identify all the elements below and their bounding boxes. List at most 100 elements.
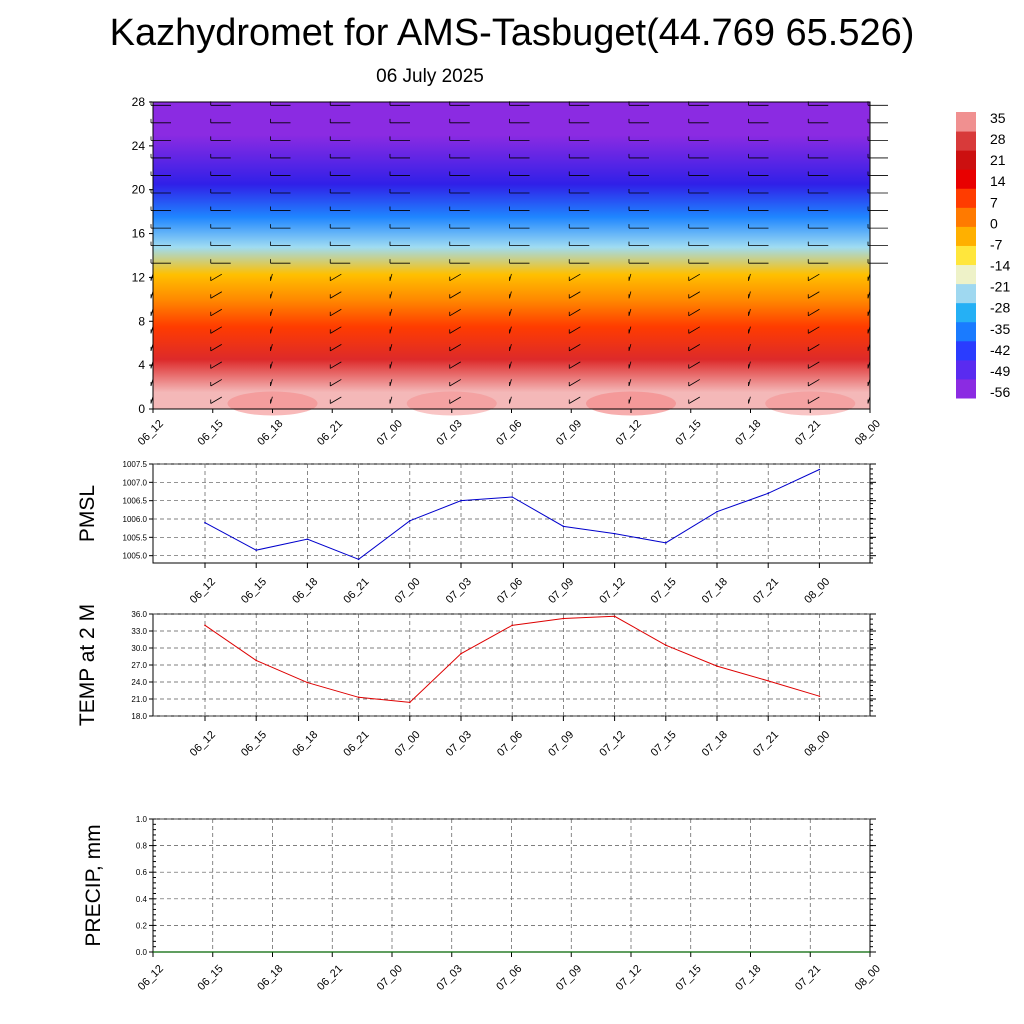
- data-point: [613, 532, 616, 535]
- y-tick-label: 0.2: [136, 921, 148, 930]
- x-tick-label: 07_21: [751, 576, 781, 606]
- wind-barb: [688, 379, 701, 387]
- wind-barb: [449, 273, 462, 282]
- y-tick-label: 33.0: [131, 627, 147, 636]
- wind-barb: [569, 308, 581, 317]
- data-point: [357, 558, 360, 561]
- wind-barb: [688, 291, 701, 299]
- colorbar-swatch: [956, 359, 976, 380]
- x-tick-label: 07_15: [674, 418, 704, 448]
- colorbar-swatch: [956, 283, 976, 304]
- colorbar-label: -7: [990, 236, 1003, 252]
- x-tick-label: 07_03: [435, 963, 465, 993]
- colorbar-swatch: [956, 378, 976, 399]
- wind-barb: [569, 344, 581, 352]
- wind-barb: [449, 326, 462, 334]
- data-point: [511, 624, 513, 627]
- wind-barb: [330, 273, 342, 282]
- colorbar-swatch: [956, 150, 976, 170]
- wind-barb: [330, 379, 342, 387]
- y-tick-label: 0.0: [136, 948, 148, 957]
- x-tick-label: 07_09: [554, 418, 584, 448]
- wind-barb: [449, 361, 462, 369]
- x-tick-label: 06_12: [188, 576, 218, 606]
- x-tick-label: 06_18: [290, 576, 320, 606]
- y-axis-label: PMSL: [76, 485, 99, 542]
- x-tick-label: 07_12: [614, 963, 644, 993]
- x-tick-label: 07_12: [597, 576, 627, 606]
- x-tick-label: 06_15: [196, 963, 226, 993]
- colorbar-swatch: [956, 169, 976, 189]
- y-tick-label: 1007.0: [123, 478, 148, 487]
- x-tick-label: 07_21: [751, 729, 781, 759]
- x-tick-label: 06_12: [136, 963, 166, 993]
- data-point: [306, 681, 309, 684]
- x-tick-label: 06_21: [341, 729, 371, 759]
- data-point: [767, 492, 769, 495]
- x-tick-label: 07_18: [700, 729, 730, 759]
- data-point: [306, 538, 309, 540]
- wind-barb: [808, 344, 820, 352]
- y-tick-label: 1006.5: [123, 497, 148, 506]
- wind-barb: [210, 344, 223, 352]
- wind-barb: [449, 344, 462, 352]
- data-point: [255, 549, 257, 551]
- x-tick-label: 07_00: [375, 418, 405, 448]
- wind-barb: [808, 273, 820, 282]
- y-tick-label: 12: [132, 270, 146, 284]
- x-tick-label: 08_00: [802, 576, 832, 606]
- wind-barb: [210, 273, 223, 282]
- wind-barb: [210, 396, 223, 404]
- wind-barb: [330, 361, 342, 369]
- heatmap-warm-core: [227, 391, 318, 416]
- colorbar-swatch: [956, 131, 976, 151]
- x-tick-label: 07_18: [700, 576, 730, 606]
- data-point: [511, 496, 513, 498]
- wind-barb: [569, 326, 581, 334]
- data-point: [562, 617, 565, 620]
- colorbar-label: 21: [990, 152, 1006, 168]
- y-tick-label: 1005.5: [123, 533, 148, 542]
- x-tick-label: 08_00: [802, 729, 832, 759]
- colorbar-label: -28: [990, 300, 1010, 316]
- colorbar-swatch: [956, 340, 976, 361]
- x-tick-label: 07_21: [793, 963, 823, 993]
- heatmap-warm-core: [586, 391, 676, 416]
- colorbar-label: 14: [990, 173, 1006, 189]
- x-tick-label: 06_18: [255, 963, 285, 993]
- panel-frame: [152, 463, 871, 564]
- colorbar-swatch: [956, 207, 976, 227]
- wind-barb: [210, 326, 223, 334]
- y-tick-label: 24: [132, 139, 146, 153]
- wind-barb: [330, 344, 342, 352]
- wind-barb: [688, 361, 701, 369]
- colorbar-label: -56: [990, 384, 1010, 400]
- colorbar-label: 7: [990, 194, 998, 210]
- y-tick-label: 0.6: [136, 868, 148, 877]
- x-tick-label: 06_15: [239, 729, 269, 759]
- wind-barb: [210, 379, 223, 387]
- x-tick-label: 08_00: [853, 418, 883, 448]
- wind-barb: [330, 291, 342, 299]
- y-tick-label: 1005.0: [123, 552, 148, 561]
- colorbar-label: -42: [990, 342, 1010, 358]
- wind-barb: [449, 396, 462, 404]
- y-tick-label: 24.0: [131, 678, 147, 687]
- x-tick-label: 06_21: [315, 963, 345, 993]
- wind-barb: [808, 308, 820, 317]
- colorbar-swatch: [956, 245, 976, 266]
- data-point: [562, 525, 565, 528]
- y-tick-label: 1.0: [136, 815, 148, 824]
- colorbar-label: -49: [990, 363, 1010, 379]
- x-tick-label: 07_12: [614, 418, 644, 448]
- data-point: [716, 665, 718, 667]
- x-tick-label: 06_18: [255, 418, 285, 448]
- y-tick-label: 21.0: [131, 695, 147, 704]
- y-tick-label: 18.0: [131, 712, 147, 721]
- wind-barb: [330, 326, 342, 334]
- data-point: [818, 695, 821, 697]
- x-tick-label: 06_12: [136, 418, 166, 448]
- y-tick-label: 20: [132, 183, 146, 197]
